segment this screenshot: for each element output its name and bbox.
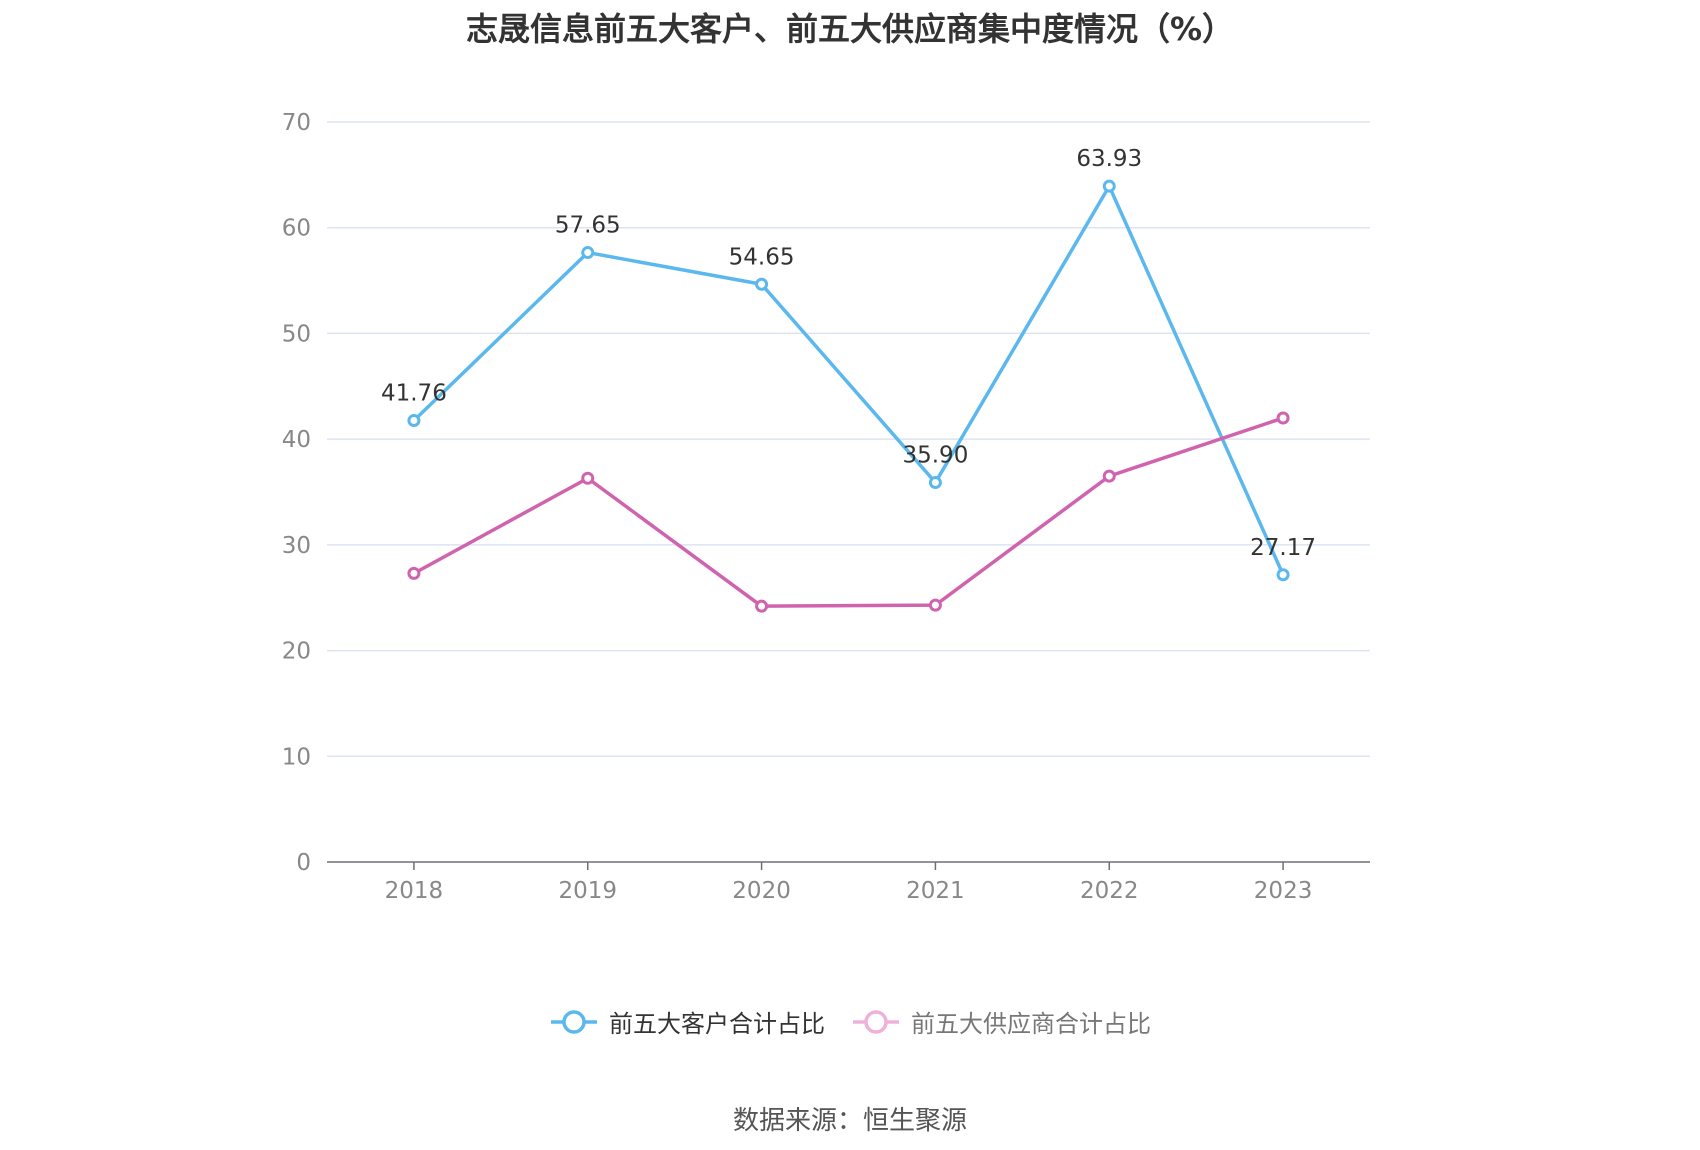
y-tick-label: 30 [282,533,311,559]
series-line-1 [412,184,1285,576]
data-point [581,246,595,260]
data-label: 35.90 [902,442,968,468]
grid-layer [327,121,1370,758]
x-tick-label: 2023 [1254,878,1313,904]
x-tick-label: 2020 [732,878,791,904]
data-label: 57.65 [555,213,621,239]
y-tick-label: 50 [282,321,311,347]
data-label: 54.65 [729,244,795,270]
data-label-layer: 41.76 57.65 54.65 35.90 63.93 27.17 [381,146,1316,561]
y-tick-label: 60 [282,216,311,242]
data-label: 63.93 [1076,146,1142,172]
data-point [755,277,769,291]
x-tick-label: 2019 [558,878,617,904]
data-point [1276,568,1290,582]
legend-item-1[interactable]: 前五大客户合计占比 [549,1004,825,1039]
data-point [407,566,421,580]
source-note: 数据来源：恒生聚源 [732,1106,967,1136]
x-tick-label: 2022 [1080,878,1139,904]
series-line-2 [413,416,1284,608]
data-point [1276,411,1290,425]
data-point [755,599,769,613]
data-point [407,414,421,428]
legend-marker-icon [551,1009,597,1034]
data-point [928,475,942,489]
data-point [928,598,942,612]
y-tick-label: 20 [282,639,311,665]
data-label: 41.76 [381,381,447,407]
legend-label: 前五大客户合计占比 [609,1010,825,1038]
legend: 前五大客户合计占比 前五大供应商合计占比 [0,1004,1700,1039]
data-label: 27.17 [1250,535,1316,561]
data-point [1102,469,1116,483]
y-tick-label: 10 [282,744,311,770]
chart-title: 志晟信息前五大客户、前五大供应商集中度情况（%） [465,10,1235,48]
x-tick-label: 2021 [906,878,965,904]
y-tick-label: 40 [282,427,311,453]
y-tick-label: 0 [296,850,311,876]
legend-marker-icon [853,1009,899,1034]
y-tick-label: 70 [282,110,311,136]
series-layer [407,179,1290,613]
axis-layer: 0 10 20 30 40 50 60 70 2018 2019 2020 2021 2022 2023 [282,110,1370,904]
legend-label: 前五大供应商合计占比 [911,1010,1151,1038]
legend-item-2[interactable]: 前五大供应商合计占比 [851,1004,1151,1039]
data-point [581,471,595,485]
data-point [1102,179,1116,193]
x-tick-label: 2018 [385,878,444,904]
